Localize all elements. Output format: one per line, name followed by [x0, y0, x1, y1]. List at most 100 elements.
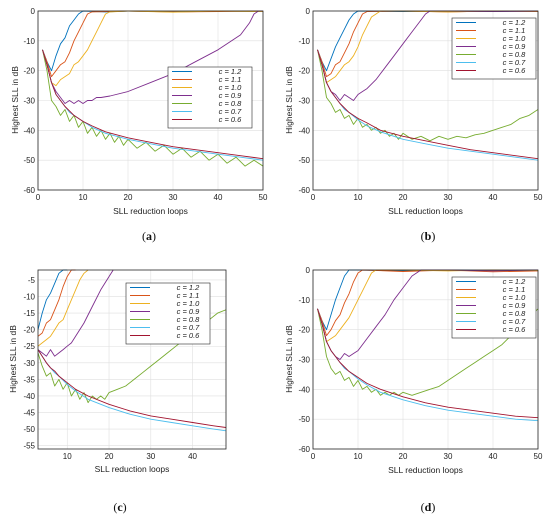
series-line-1	[38, 269, 68, 330]
y-tick-label: -60	[23, 186, 35, 195]
y-tick-label: -15	[23, 309, 35, 318]
legend-label: c = 0.8	[503, 50, 527, 59]
legend-label: c = 0.7	[177, 323, 201, 332]
series-line-4	[38, 269, 114, 357]
x-tick-label: 50	[534, 193, 543, 202]
legend-box	[167, 66, 253, 129]
x-tick-label: 20	[399, 193, 408, 202]
legend: c = 1.2c = 1.1c = 1.0c = 0.9c = 0.8c = 0…	[125, 282, 211, 345]
x-tick-label: 10	[63, 452, 72, 461]
y-tick-label: -50	[298, 415, 310, 424]
y-tick-label: -10	[298, 296, 310, 305]
legend-label: c = 0.6	[503, 325, 527, 334]
legend: c = 1.2c = 1.1c = 1.0c = 0.9c = 0.8c = 0…	[451, 17, 537, 80]
x-axis-label: SLL reduction loops	[113, 206, 188, 216]
panel-caption: (d)	[421, 500, 436, 514]
series-line-7	[42, 49, 263, 160]
legend-label: c = 1.2	[503, 18, 527, 27]
y-tick-label: -35	[23, 375, 35, 384]
panel-caption: (a)	[142, 229, 156, 243]
legend-label: c = 1.0	[219, 83, 243, 92]
y-tick-label: -40	[23, 392, 35, 401]
y-tick-label: -40	[298, 385, 310, 394]
x-tick-label: 40	[188, 452, 197, 461]
series-line-2	[38, 269, 76, 337]
x-tick-label: 10	[79, 193, 88, 202]
legend-label: c = 1.0	[503, 293, 527, 302]
y-tick-label: -30	[298, 97, 310, 106]
series-line-4	[317, 10, 538, 101]
legend-label: c = 0.9	[219, 91, 243, 100]
legend-label: c = 0.6	[219, 115, 243, 124]
legend-label: c = 1.1	[219, 75, 242, 84]
y-tick-label: -25	[23, 342, 35, 351]
y-tick-label: -50	[23, 156, 35, 165]
x-axis-label: SLL reduction loops	[95, 464, 170, 474]
y-axis-label: Highest SLL in dB	[284, 66, 294, 134]
legend-label: c = 1.1	[177, 291, 200, 300]
y-tick-label: -40	[298, 126, 310, 135]
legend-label: c = 1.0	[503, 34, 527, 43]
y-tick-label: -30	[298, 356, 310, 365]
y-tick-label: -55	[23, 442, 35, 451]
legend-label: c = 0.8	[503, 309, 527, 318]
y-tick-label: -30	[23, 359, 35, 368]
legend-label: c = 0.9	[177, 307, 201, 316]
y-tick-label: -45	[23, 409, 35, 418]
y-tick-label: -5	[28, 276, 36, 285]
x-tick-label: 10	[354, 452, 363, 461]
series-line-4	[42, 10, 263, 104]
y-tick-label: 0	[306, 266, 311, 275]
legend-box	[125, 282, 211, 345]
panel-caption: (b)	[421, 229, 436, 243]
legend-label: c = 1.1	[503, 26, 526, 35]
x-tick-label: 20	[105, 452, 114, 461]
x-tick-label: 50	[259, 193, 268, 202]
x-tick-label: 40	[489, 193, 498, 202]
x-tick-label: 40	[489, 452, 498, 461]
legend-label: c = 1.0	[177, 299, 201, 308]
series-line-5	[42, 49, 263, 167]
y-tick-label: -10	[298, 37, 310, 46]
panel-caption: (c)	[113, 500, 126, 514]
legend: c = 1.2c = 1.1c = 1.0c = 0.9c = 0.8c = 0…	[451, 276, 537, 339]
x-axis-label: SLL reduction loops	[388, 465, 463, 475]
x-tick-label: 0	[311, 193, 316, 202]
series-line-5	[317, 308, 538, 396]
legend-label: c = 0.6	[177, 331, 201, 340]
chart-panel-c: 10 20 30 40 -55 -50 -45 -40 -35 -30 -25 -20 -15 -10 -5…	[8, 269, 227, 514]
x-tick-label: 40	[214, 193, 223, 202]
y-tick-label: -10	[23, 293, 35, 302]
y-tick-label: -20	[298, 67, 310, 76]
legend-box	[451, 17, 537, 80]
legend-label: c = 0.7	[503, 317, 527, 326]
y-tick-label: 0	[306, 7, 311, 16]
y-tick-label: -20	[23, 67, 35, 76]
x-tick-label: 0	[311, 452, 316, 461]
plot-frame	[312, 269, 539, 450]
y-axis-label: Highest SLL in dB	[10, 66, 20, 134]
x-tick-label: 0	[36, 193, 41, 202]
x-tick-label: 30	[444, 193, 453, 202]
series-line-3	[38, 269, 89, 347]
legend-label: c = 0.8	[219, 99, 243, 108]
y-tick-label: -60	[298, 186, 310, 195]
legend-label: c = 0.6	[503, 66, 527, 75]
legend-label: c = 1.1	[503, 285, 526, 294]
y-tick-label: -50	[23, 425, 35, 434]
y-tick-label: -40	[23, 126, 35, 135]
legend-label: c = 0.7	[219, 107, 243, 116]
x-axis-label: SLL reduction loops	[388, 206, 463, 216]
legend-label: c = 1.2	[503, 277, 527, 286]
legend: c = 1.2c = 1.1c = 1.0c = 0.9c = 0.8c = 0…	[167, 66, 253, 129]
y-axis-label: Highest SLL in dB	[8, 325, 18, 393]
y-tick-label: -10	[23, 37, 35, 46]
y-tick-label: -30	[23, 97, 35, 106]
y-tick-label: 0	[31, 7, 36, 16]
legend-label: c = 1.2	[177, 283, 201, 292]
x-tick-label: 50	[534, 452, 543, 461]
